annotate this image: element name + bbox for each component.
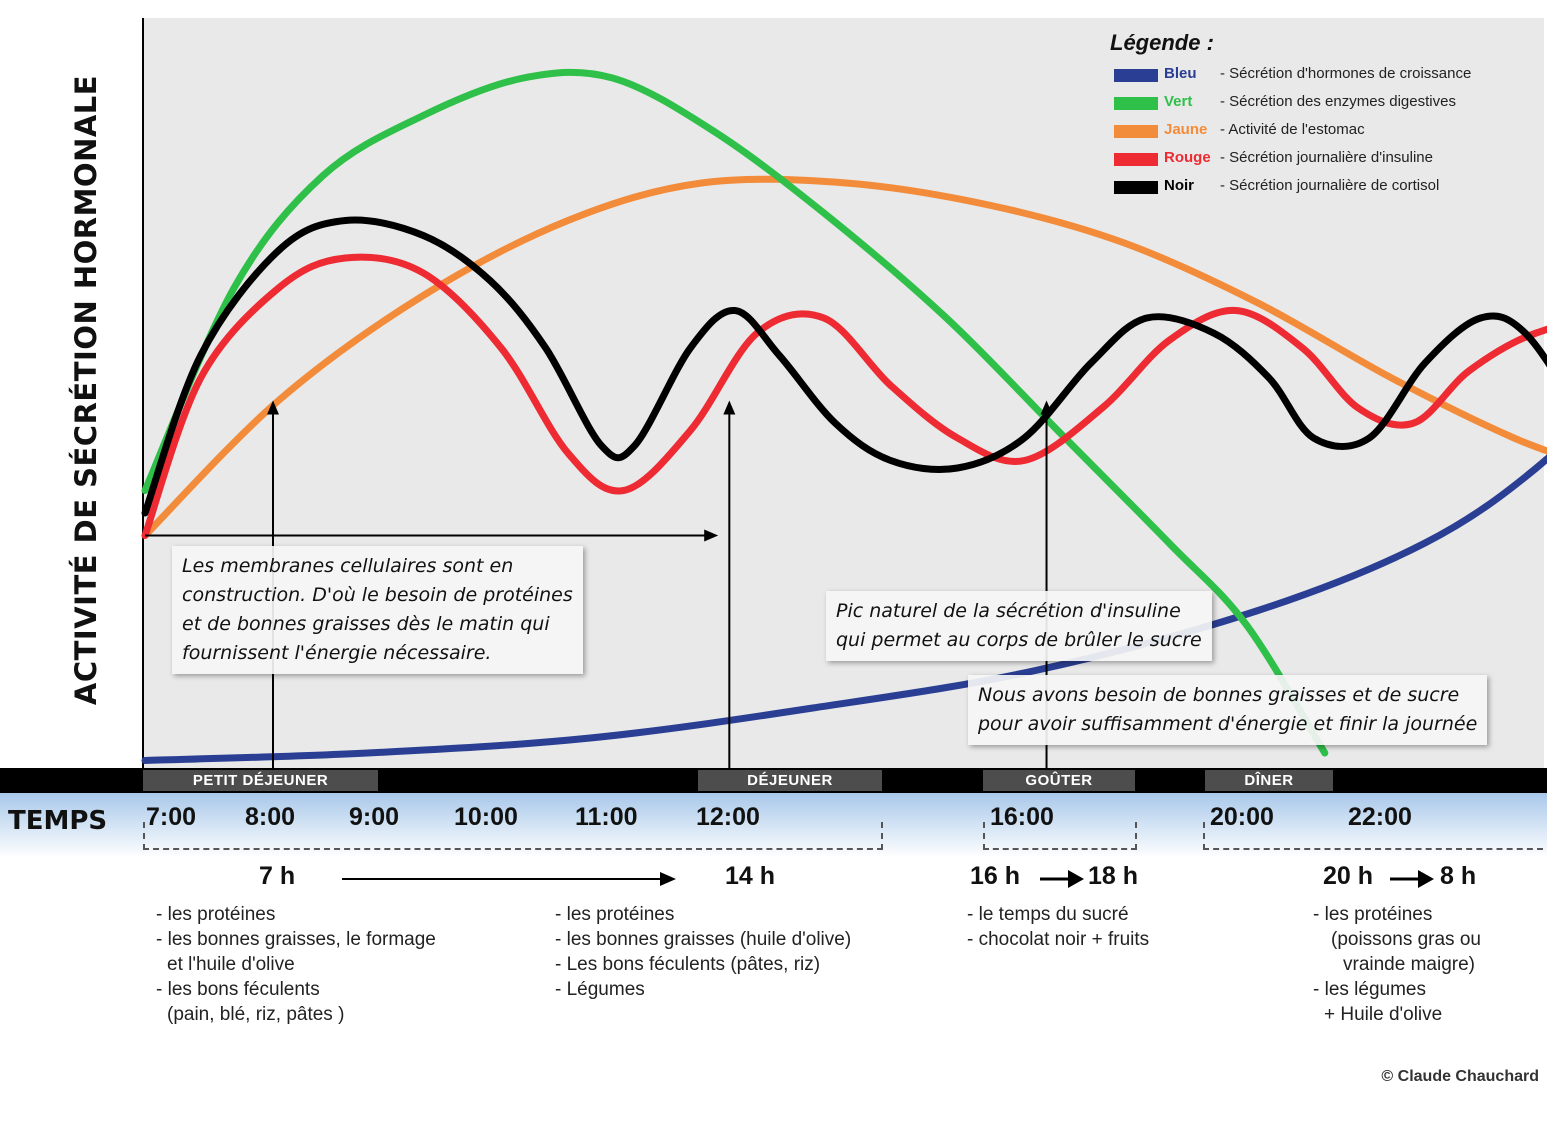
bracket-morning (143, 822, 883, 850)
range-end-morning: 14 h (725, 862, 776, 890)
note-line: et de bonnes graisses dès le matin qui (182, 613, 550, 635)
range-start-morning: 7 h (259, 862, 296, 890)
note-line: Pic naturel de la sécrétion d'insuline (836, 600, 1181, 622)
legend-item: Bleu - Sécrétion d'hormones de croissance (1110, 62, 1471, 90)
annotation-arrowhead-breakfast (266, 400, 279, 415)
annotation-arrowhead-snack (1040, 400, 1053, 415)
annotation-arrowhead-horizontal (704, 529, 719, 542)
annotation-arrowhead-lunch (723, 400, 736, 415)
food-item: + Huile d'olive (1324, 1004, 1443, 1025)
note-line: fournissent l'énergie nécessaire. (182, 642, 492, 664)
range-end-afternoon: 18 h (1088, 862, 1139, 890)
note-line: pour avoir suffisamment d'énergie et fin… (978, 713, 1478, 735)
legend-swatch (1114, 69, 1158, 82)
range-start-afternoon: 16 h (970, 862, 1021, 890)
food-item: - les protéines (555, 904, 675, 925)
bracket-afternoon (983, 822, 1137, 850)
meal-diner: DÎNER (1205, 770, 1333, 791)
x-tick: 11:00 (575, 803, 638, 831)
series-line-vert (141, 68, 1329, 757)
food-item: - Les bons féculents (pâtes, riz) (555, 954, 821, 975)
legend-swatch (1114, 181, 1158, 194)
x-tick: 8:00 (245, 803, 296, 831)
legend: Légende : Bleu - Sécrétion d'hormones de … (1110, 30, 1471, 202)
series-line-noir (141, 216, 1547, 517)
note-line: construction. D'où le besoin de protéine… (182, 584, 573, 606)
meal-dejeuner: DÉJEUNER (698, 770, 882, 791)
legend-color-name: Noir (1164, 177, 1194, 194)
legend-swatch (1114, 97, 1158, 110)
range-arrow-evening (1390, 870, 1434, 888)
legend-swatch (1114, 125, 1158, 138)
legend-description: - Sécrétion journalière de cortisol (1220, 177, 1440, 194)
series-line-rouge (141, 253, 1547, 539)
food-item: - les protéines (1313, 904, 1433, 925)
food-item: (poissons gras ou (1331, 929, 1481, 950)
note-line: Nous avons besoin de bonnes graisses et … (978, 684, 1460, 706)
legend-description: - Sécrétion des enzymes digestives (1220, 93, 1456, 110)
legend-description: - Activité de l'estomac (1220, 121, 1365, 138)
legend-description: - Sécrétion journalière d'insuline (1220, 149, 1433, 166)
food-item: - les protéines (156, 904, 276, 925)
food-item: - les bons féculents (156, 979, 320, 1000)
range-arrow-afternoon (1040, 870, 1084, 888)
food-item: - les bonnes graisses, le formage (156, 929, 436, 950)
legend-color-name: Bleu (1164, 65, 1197, 82)
food-breakfast: - les protéines - les bonnes graisses, l… (156, 902, 436, 1027)
x-tick: 22:00 (1348, 803, 1412, 831)
note-line: Les membranes cellulaires sont en (182, 555, 514, 577)
x-tick: 12:00 (696, 803, 760, 831)
legend-item: Vert - Sécrétion des enzymes digestives (1110, 90, 1456, 118)
food-item: vrainde maigre) (1343, 954, 1475, 975)
food-snack: - le temps du sucré - chocolat noir + fr… (967, 902, 1149, 952)
food-lunch: - les protéines - les bonnes graisses (h… (555, 902, 851, 1002)
series-line-bleu (141, 454, 1547, 764)
x-tick: 20:00 (1210, 803, 1274, 831)
copyright: © Claude Chauchard (1381, 1068, 1539, 1085)
meal-petit-dejeuner: PETIT DÉJEUNER (143, 770, 378, 791)
note-line: qui permet au corps de brûler le sucre (836, 629, 1202, 651)
x-tick: 7:00 (146, 803, 197, 831)
y-axis-label: ACTIVITÉ DE SÉCRÉTION HORMONALE (69, 74, 103, 706)
food-dinner: - les protéines (poissons gras ou vraind… (1313, 902, 1481, 1027)
food-item: - les légumes (1313, 979, 1426, 1000)
legend-item: Noir - Sécrétion journalière de cortisol (1110, 174, 1439, 202)
food-item: - les bonnes graisses (huile d'olive) (555, 929, 852, 950)
legend-title: Légende : (1110, 30, 1214, 55)
food-item: (pain, blé, riz, pâtes ) (167, 1004, 345, 1025)
bracket-evening (1203, 822, 1543, 850)
time-bar (0, 793, 1547, 858)
range-arrow-morning (342, 872, 676, 886)
legend-item: Jaune - Activité de l'estomac (1110, 118, 1365, 146)
food-item: - chocolat noir + fruits (967, 929, 1150, 950)
range-end-evening: 8 h (1440, 862, 1477, 890)
meal-gouter: GOÛTER (983, 770, 1135, 791)
legend-item: Rouge - Sécrétion journalière d'insuline (1110, 146, 1433, 174)
legend-description: - Sécrétion d'hormones de croissance (1220, 65, 1472, 82)
food-item: et l'huile d'olive (167, 954, 295, 975)
legend-color-name: Vert (1164, 93, 1193, 110)
series-layer (141, 68, 1547, 764)
x-tick: 16:00 (990, 803, 1054, 831)
note-graisses: Nous avons besoin de bonnes graisses et … (968, 675, 1488, 745)
range-start-evening: 20 h (1323, 862, 1374, 890)
x-axis-label: TEMPS (8, 806, 108, 836)
note-membranes: Les membranes cellulaires sont en constr… (172, 546, 583, 674)
legend-color-name: Jaune (1164, 121, 1208, 138)
legend-rows: Bleu - Sécrétion d'hormones de croissance… (1110, 62, 1471, 202)
legend-swatch (1114, 153, 1158, 166)
food-item: - Légumes (555, 979, 645, 1000)
x-tick: 10:00 (454, 803, 518, 831)
food-item: - le temps du sucré (967, 904, 1129, 925)
legend-color-name: Rouge (1164, 149, 1211, 166)
x-tick: 9:00 (349, 803, 400, 831)
note-insuline: Pic naturel de la sécrétion d'insuline q… (826, 591, 1212, 661)
